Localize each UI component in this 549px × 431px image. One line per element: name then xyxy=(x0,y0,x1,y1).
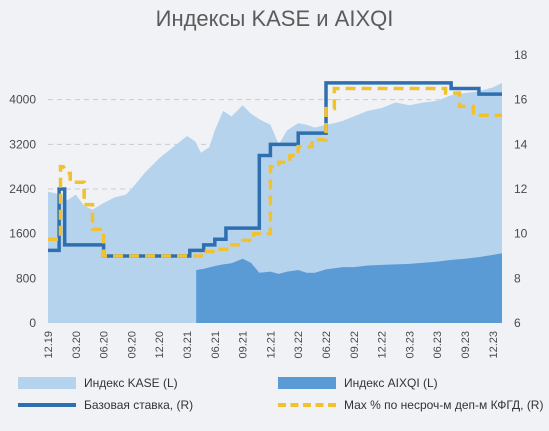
x-tick-1: 03.20 xyxy=(71,331,83,359)
legend-item-deposit-rate: Мах % по несроч-м деп-м КФГД, (R) xyxy=(278,398,543,412)
x-tick-2: 06.20 xyxy=(99,331,111,359)
x-tick-15: 09.23 xyxy=(460,331,472,359)
x-tick-7: 09.21 xyxy=(238,331,250,359)
chart-title: Индексы KASE и AIXQI xyxy=(155,6,394,31)
legend-item-base-rate: Базовая ставка, (R) xyxy=(18,398,193,412)
y-right-tick-4: 14 xyxy=(514,137,528,151)
series-area-0 xyxy=(48,82,502,324)
x-tick-13: 03.23 xyxy=(404,331,416,359)
x-tick-6: 06.21 xyxy=(210,331,222,359)
legend-item-kase: Индекс KASE (L) xyxy=(18,376,178,390)
legend-label-base-rate: Базовая ставка, (R) xyxy=(84,398,194,412)
y-right-tick-6: 18 xyxy=(514,48,528,62)
x-tick-0: 12.19 xyxy=(43,331,55,359)
y-left-tick-0: 0 xyxy=(29,316,36,330)
legend-swatch-kase xyxy=(18,377,76,389)
legend-swatch-base-rate xyxy=(18,403,76,407)
y-right-tick-2: 10 xyxy=(514,227,528,241)
x-tick-14: 06.23 xyxy=(432,331,444,359)
legend-item-aixqi: Индекс AIXQI (L) xyxy=(278,376,438,390)
y-left-tick-4: 3200 xyxy=(9,137,36,151)
y-right-tick-0: 6 xyxy=(514,316,521,330)
series-line-3 xyxy=(48,86,502,258)
x-tick-16: 12.23 xyxy=(488,331,500,359)
legend-label-kase: Индекс KASE (L) xyxy=(84,376,178,390)
y-left-tick-5: 4000 xyxy=(9,93,36,107)
legend-swatch-deposit-rate xyxy=(278,403,336,407)
x-tick-5: 03.21 xyxy=(182,331,194,359)
y-left-tick-1: 800 xyxy=(16,271,36,285)
legend-label-deposit-rate: Мах % по несроч-м деп-м КФГД, (R) xyxy=(344,398,544,412)
x-tick-4: 12.20 xyxy=(154,331,166,359)
y-left-tick-3: 2400 xyxy=(9,182,36,196)
x-tick-8: 12.21 xyxy=(265,331,277,359)
x-tick-3: 09.20 xyxy=(126,331,138,359)
y-left-tick-2: 1600 xyxy=(9,227,36,241)
x-tick-9: 03.22 xyxy=(293,331,305,359)
y-right-tick-3: 12 xyxy=(514,182,528,196)
series-line-2 xyxy=(48,81,502,258)
x-tick-10: 06.22 xyxy=(321,331,333,359)
x-tick-11: 09.22 xyxy=(349,331,361,359)
y-right-tick-5: 16 xyxy=(514,93,528,107)
y-right-tick-1: 8 xyxy=(514,271,521,285)
series-area-1 xyxy=(196,253,502,323)
legend-swatch-aixqi xyxy=(278,377,336,389)
x-tick-12: 12.22 xyxy=(377,331,389,359)
legend-label-aixqi: Индекс AIXQI (L) xyxy=(344,376,438,390)
